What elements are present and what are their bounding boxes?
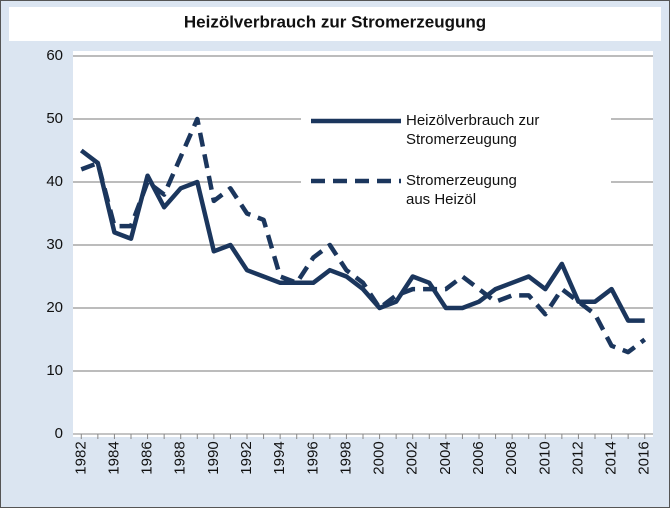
x-tick-label: 1988	[172, 441, 189, 474]
x-tick-label: 1982	[72, 441, 89, 474]
x-tick-label: 2014	[603, 441, 620, 474]
y-tick-label: 60	[46, 47, 63, 64]
x-tick-label: 1990	[205, 441, 222, 474]
y-tick-label: 40	[46, 173, 63, 190]
y-tick-label: 30	[46, 236, 63, 253]
title-band	[9, 7, 661, 41]
x-tick-label: 2004	[437, 441, 454, 474]
x-tick-label: 2016	[636, 441, 653, 474]
x-tick-label: 1998	[337, 441, 354, 474]
x-tick-label: 1992	[238, 441, 255, 474]
x-tick-label: 2006	[470, 441, 487, 474]
series-line	[80, 116, 647, 355]
x-tick-label: 1996	[304, 441, 321, 474]
legend-label: Stromerzeugung aus Heizöl	[406, 172, 517, 208]
x-tick-label: 1986	[139, 441, 156, 474]
y-tick-label: 0	[55, 425, 63, 442]
x-tick-label: 2010	[536, 441, 553, 474]
y-tick-label: 20	[46, 299, 63, 316]
x-tick-label: 1984	[105, 441, 122, 474]
series-line	[79, 148, 645, 323]
y-tick-label: 50	[46, 110, 63, 127]
y-tick-label: 10	[46, 362, 63, 379]
x-tick-label: 2008	[503, 441, 520, 474]
x-tick-label: 2012	[569, 441, 586, 474]
x-tick-label: 1994	[271, 441, 288, 474]
legend-label: Heizölverbrauch zur Stromerzeugung	[406, 112, 540, 148]
x-tick-label: 2002	[404, 441, 421, 474]
x-tick-label: 2000	[371, 441, 388, 474]
chart-title: Heizölverbrauch zur Stromerzeugung	[184, 12, 486, 31]
